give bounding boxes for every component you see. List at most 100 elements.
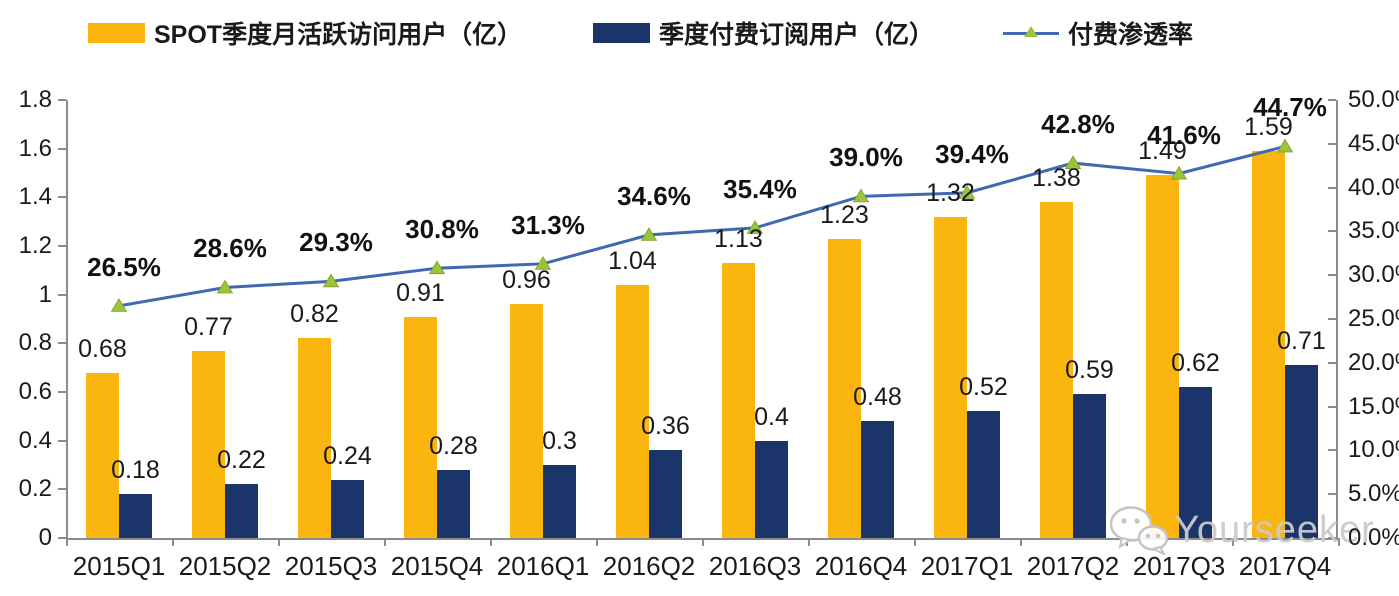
- mau-bar: [616, 284, 649, 538]
- triangle-marker-icon: [428, 260, 446, 275]
- right-axis-label: 50.0%: [1348, 86, 1399, 113]
- left-axis-tick: [58, 391, 66, 393]
- x-axis-label: 2016Q4: [814, 551, 908, 581]
- penetration-label: 34.6%: [617, 180, 691, 211]
- left-y-axis: [66, 100, 68, 538]
- mau-bar: [1040, 202, 1073, 538]
- penetration-label: 44.7%: [1253, 92, 1327, 123]
- right-axis-tick: [1328, 186, 1336, 189]
- mau-bar: [192, 350, 225, 538]
- left-axis-label: 0: [38, 524, 52, 551]
- left-axis-tick: [58, 245, 66, 247]
- wechat-icon: [1109, 506, 1169, 555]
- left-axis-tick: [58, 342, 66, 345]
- penetration-label: 41.6%: [1147, 119, 1221, 150]
- triangle-marker-icon: [640, 227, 658, 241]
- mau-bar: [934, 216, 967, 538]
- x-axis-label: 2015Q2: [178, 551, 272, 581]
- paid-legend-swatch: [593, 23, 650, 43]
- left-axis-label: 0.2: [18, 475, 52, 503]
- triangle-marker-icon: [216, 279, 234, 294]
- right-y-axis: [1336, 100, 1338, 538]
- right-axis-label: 25.0%: [1348, 305, 1399, 332]
- right-axis-label: 0.0%: [1348, 524, 1399, 551]
- triangle-marker-icon: [322, 273, 340, 288]
- x-axis-tick: [384, 538, 386, 546]
- mau-value-label: 1.49: [1138, 137, 1187, 166]
- triangle-marker-icon: [746, 220, 764, 234]
- mau-value-label: 0.77: [184, 312, 233, 341]
- x-axis-label: 2016Q2: [602, 551, 696, 581]
- x-axis-tick: [702, 538, 704, 546]
- triangle-marker-icon: [852, 188, 870, 203]
- left-axis-tick: [58, 488, 66, 491]
- mau-bar: [510, 304, 543, 538]
- left-axis-label: 0.6: [18, 378, 52, 405]
- paid-bar: [649, 450, 682, 538]
- legend-label-mau: SPOT季度月活跃访问用户（亿）: [154, 21, 523, 49]
- right-axis-tick: [1328, 230, 1336, 233]
- right-axis-label: 10.0%: [1348, 436, 1399, 464]
- legend-label-paid: 季度付费订阅用户（亿）: [659, 21, 935, 49]
- paid-value-label: 0.59: [1065, 356, 1114, 385]
- x-axis-tick: [66, 538, 68, 546]
- paid-bar: [119, 494, 152, 538]
- right-axis-tick: [1328, 142, 1336, 145]
- right-axis-label: 20.0%: [1348, 348, 1399, 376]
- legend-triangle-icon: [1024, 26, 1038, 37]
- mau-value-label: 1.32: [926, 178, 975, 207]
- paid-value-label: 0.4: [754, 402, 789, 431]
- mau-value-label: 1.38: [1032, 164, 1081, 193]
- paid-value-label: 0.24: [323, 441, 372, 470]
- paid-bar: [543, 465, 576, 538]
- legend-item-paid: 季度付费订阅用户（亿）: [593, 18, 935, 49]
- paid-value-label: 0.22: [217, 446, 266, 475]
- x-axis-tick: [1338, 538, 1340, 546]
- left-axis-label: 1.2: [18, 232, 52, 259]
- right-axis-tick: [1328, 449, 1336, 452]
- paid-bar: [1073, 394, 1106, 538]
- paid-value-label: 0.62: [1171, 349, 1220, 378]
- triangle-marker-icon: [1276, 138, 1294, 153]
- left-axis-label: 1: [38, 280, 52, 308]
- legend-item-penetration: 付费渗透率: [1003, 18, 1193, 49]
- left-axis-label: 1.4: [18, 183, 52, 211]
- mau-value-label: 1.13: [714, 225, 763, 254]
- penetration-label: 42.8%: [1041, 109, 1115, 140]
- x-axis-tick: [1232, 538, 1234, 546]
- right-axis-label: 30.0%: [1348, 261, 1399, 289]
- left-axis-tick: [58, 439, 66, 442]
- mau-legend-swatch: [88, 23, 145, 43]
- paid-bar: [225, 484, 258, 538]
- penetration-label: 39.4%: [935, 138, 1009, 169]
- legend-item-mau: SPOT季度月活跃访问用户（亿）: [88, 18, 523, 49]
- penetration-label: 35.4%: [723, 173, 797, 204]
- x-axis-tick: [278, 538, 280, 546]
- penetration-label: 31.3%: [511, 209, 585, 240]
- x-axis-tick: [1020, 538, 1022, 546]
- mau-bar: [86, 372, 119, 538]
- mau-bar: [1252, 151, 1285, 538]
- x-axis-tick: [490, 538, 492, 546]
- paid-value-label: 0.52: [959, 373, 1008, 402]
- right-axis-tick: [1328, 493, 1336, 496]
- right-axis-tick: [1328, 274, 1336, 277]
- mau-bar: [828, 238, 861, 538]
- left-axis-tick: [58, 196, 66, 199]
- left-axis-label: 0.8: [18, 329, 52, 357]
- x-axis-label: 2017Q1: [920, 551, 1014, 581]
- penetration-line: [118, 144, 1286, 308]
- right-axis-tick: [1328, 99, 1336, 101]
- mau-value-label: 1.04: [608, 246, 657, 275]
- right-axis-label: 15.0%: [1348, 392, 1399, 420]
- left-axis-label: 1.6: [18, 134, 52, 162]
- triangle-marker-icon: [1170, 165, 1188, 180]
- paid-value-label: 0.28: [429, 431, 478, 460]
- right-axis-label: 5.0%: [1348, 480, 1399, 508]
- paid-value-label: 0.18: [111, 456, 160, 485]
- mau-bar: [404, 316, 437, 538]
- paid-value-label: 0.71: [1277, 327, 1326, 356]
- triangle-marker-icon: [958, 185, 976, 199]
